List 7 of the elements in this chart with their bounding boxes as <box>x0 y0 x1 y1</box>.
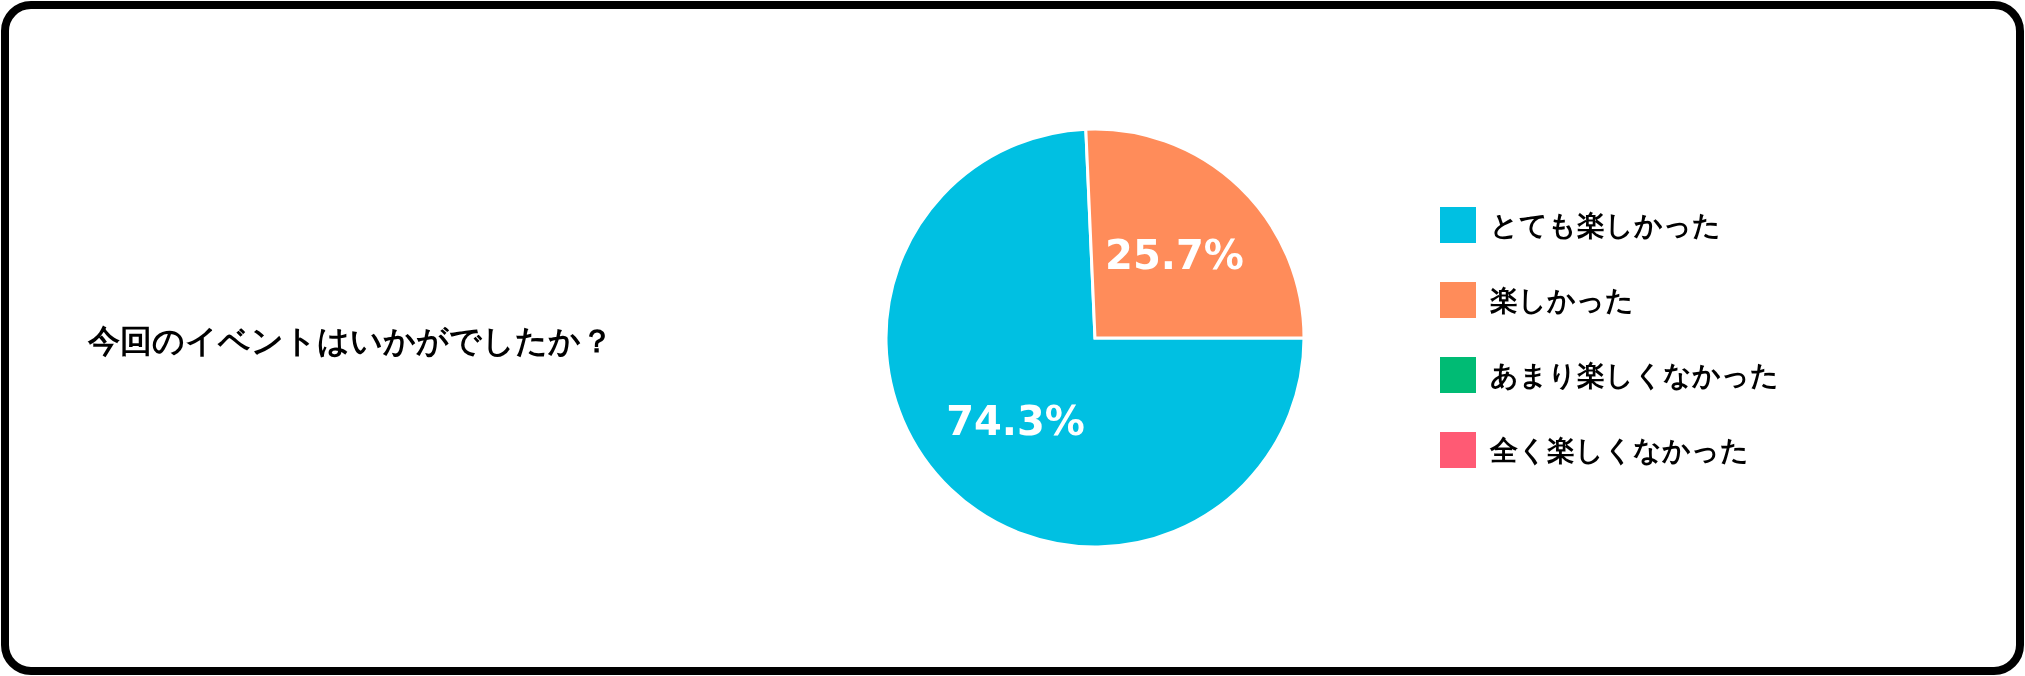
legend-label: 全く楽しくなかった <box>1489 433 1749 467</box>
data-label: 74.3% <box>946 398 1085 445</box>
legend-label: 楽しかった <box>1489 283 1634 317</box>
text: 今回のイベントはいかがでしたか？ <box>87 322 613 360</box>
legend-label: とても楽しかった <box>1490 208 1721 242</box>
data-label: 25.7% <box>1105 231 1244 278</box>
legend-label: あまり楽しくなかった <box>1490 358 1779 392</box>
